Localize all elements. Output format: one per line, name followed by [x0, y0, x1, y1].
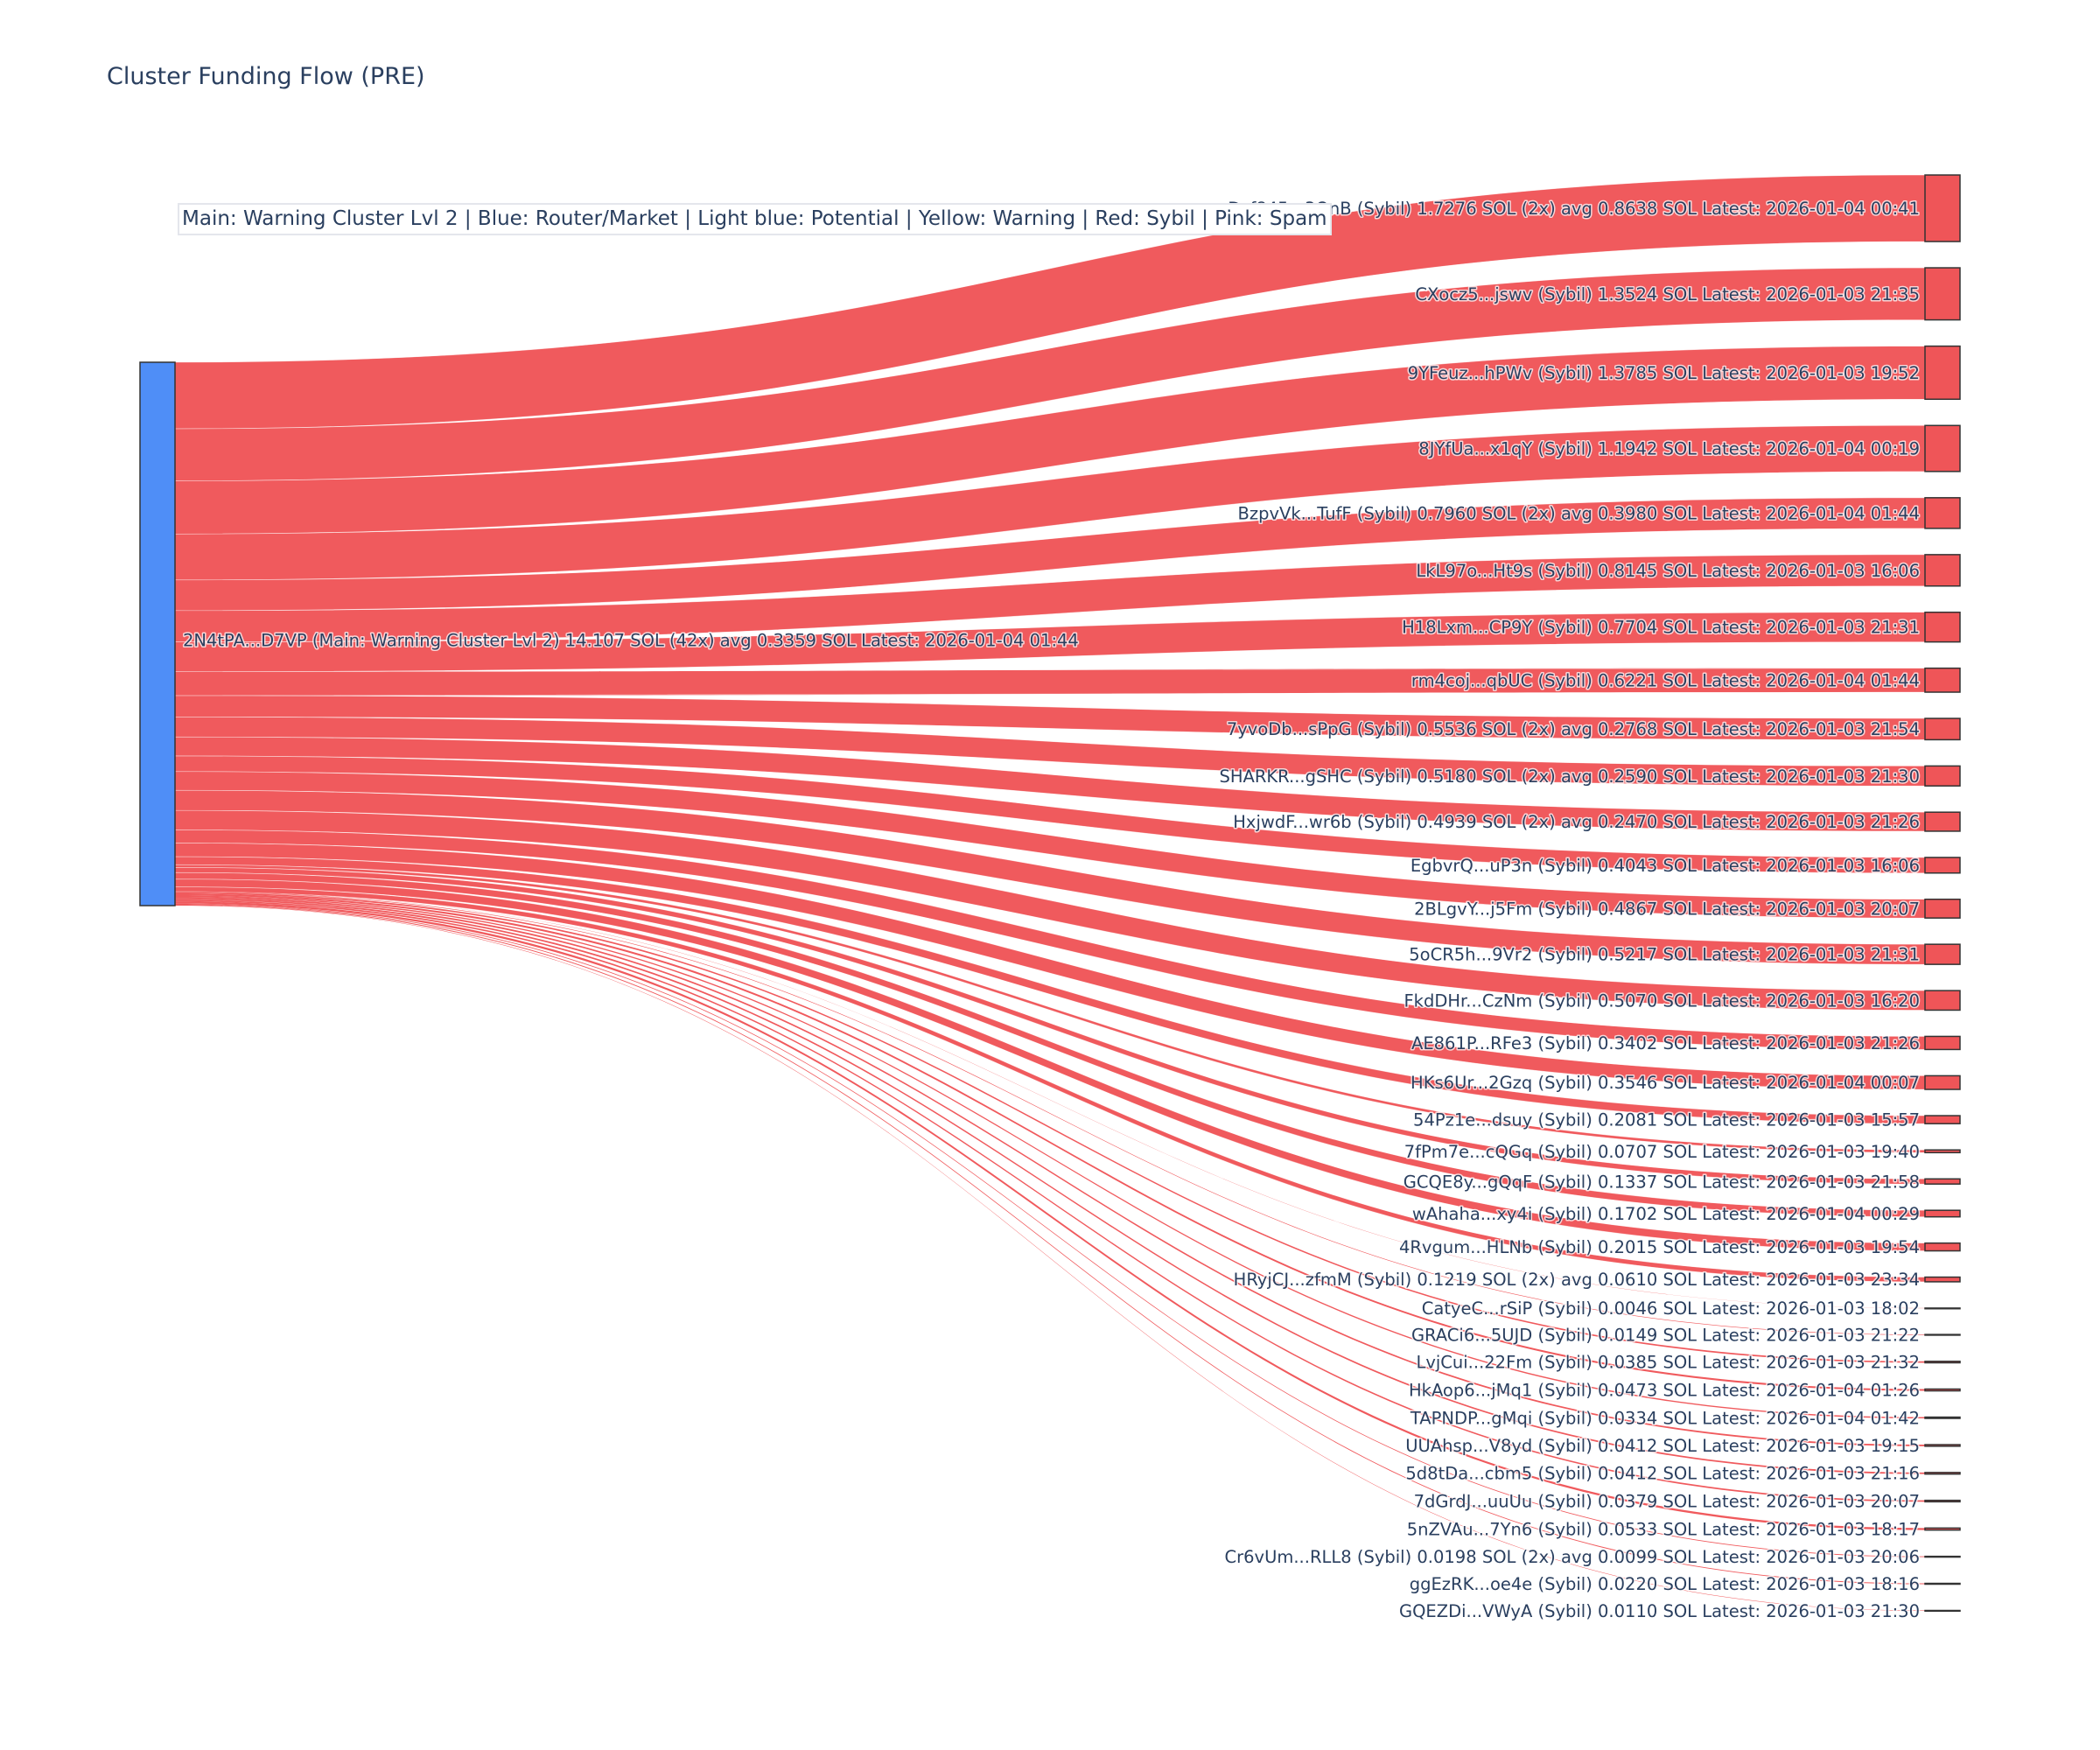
flow-link[interactable]: [175, 895, 1925, 1419]
target-node[interactable]: [1924, 1178, 1961, 1185]
target-node-label: CatyeC...rSiP (Sybil) 0.0046 SOL Latest:…: [1422, 1298, 1920, 1319]
target-node[interactable]: [1924, 1149, 1961, 1154]
target-node[interactable]: [1924, 990, 1961, 1012]
target-node[interactable]: [1924, 1582, 1961, 1586]
target-node[interactable]: [1924, 1444, 1961, 1447]
flow-link[interactable]: [175, 892, 1925, 1363]
target-node[interactable]: [1924, 497, 1961, 529]
target-node-label: HkAop6...jMq1 (Sybil) 0.0473 SOL Latest:…: [1409, 1381, 1920, 1401]
target-node[interactable]: [1924, 267, 1961, 321]
target-node[interactable]: [1924, 667, 1961, 693]
target-node-label: SHARKR...gSHC (Sybil) 0.5180 SOL (2x) av…: [1219, 766, 1920, 787]
target-node-label: 7fPm7e...cQGq (Sybil) 0.0707 SOL Latest:…: [1404, 1142, 1920, 1162]
target-node-label: 5d8tDa...cbm5 (Sybil) 0.0412 SOL Latest:…: [1405, 1464, 1920, 1484]
legend-annotation: Main: Warning Cluster Lvl 2 | Blue: Rout…: [178, 203, 1332, 235]
target-node[interactable]: [1924, 1555, 1961, 1558]
target-node[interactable]: [1924, 1609, 1961, 1613]
target-node-label: EgbvrQ...uP3n (Sybil) 0.4043 SOL Latest:…: [1410, 856, 1920, 876]
target-node[interactable]: [1924, 718, 1961, 741]
flow-link[interactable]: [175, 891, 1925, 1309]
target-node[interactable]: [1924, 1074, 1961, 1090]
target-node-label: 2BLgvY...j5Fm (Sybil) 0.4867 SOL Latest:…: [1414, 899, 1920, 919]
target-node-label: rm4coj...qbUC (Sybil) 0.6221 SOL Latest:…: [1411, 670, 1920, 690]
target-node-label: 5oCR5h...9Vr2 (Sybil) 0.5217 SOL Latest:…: [1409, 945, 1920, 965]
target-node-label: BzpvVk...TufF (Sybil) 0.7960 SOL (2x) av…: [1237, 503, 1920, 523]
target-node-label: LvjCui...22Fm (Sybil) 0.0385 SOL Latest:…: [1416, 1353, 1920, 1373]
target-node[interactable]: [1924, 1388, 1961, 1392]
target-node-label: FkdDHr...CzNm (Sybil) 0.5070 SOL Latest:…: [1404, 990, 1920, 1011]
target-node-label: UUAhsp...V8yd (Sybil) 0.0412 SOL Latest:…: [1405, 1436, 1920, 1456]
target-node[interactable]: [1924, 943, 1961, 965]
target-node[interactable]: [1924, 1499, 1961, 1503]
target-node-label: 5nZVAu...7Yn6 (Sybil) 0.0533 SOL Latest:…: [1407, 1519, 1920, 1539]
target-node-label: TAPNDP...gMqi (Sybil) 0.0334 SOL Latest:…: [1410, 1408, 1920, 1428]
target-node-label: AE861P...RFe3 (Sybil) 0.3402 SOL Latest:…: [1411, 1033, 1920, 1054]
flow-link[interactable]: [175, 892, 1925, 1335]
target-node-label: 9YFeuz...hPWv (Sybil) 1.3785 SOL Latest:…: [1408, 363, 1920, 383]
target-node-label: H18Lxm...CP9Y (Sybil) 0.7704 SOL Latest:…: [1402, 618, 1920, 638]
target-node[interactable]: [1924, 1276, 1961, 1283]
target-node[interactable]: [1924, 554, 1961, 587]
target-node-label: GCQE8y...gQqF (Sybil) 0.1337 SOL Latest:…: [1404, 1172, 1920, 1192]
target-node[interactable]: [1924, 1307, 1961, 1310]
target-node-label: Dsf845...3QnB (Sybil) 1.7276 SOL (2x) av…: [1228, 199, 1920, 219]
target-node[interactable]: [1924, 1361, 1961, 1364]
flow-link[interactable]: [175, 905, 1925, 1611]
links-layer: [174, 174, 1926, 1611]
target-node-label: 7dGrdJ...uuUu (Sybil) 0.0379 SOL Latest:…: [1414, 1491, 1920, 1511]
flow-link[interactable]: [175, 898, 1925, 1474]
target-node-label: 54Pz1e...dsuy (Sybil) 0.2081 SOL Latest:…: [1413, 1110, 1920, 1130]
target-node-label: 4Rvgum...HLNb (Sybil) 0.2015 SOL Latest:…: [1399, 1237, 1920, 1257]
target-node[interactable]: [1924, 1472, 1961, 1475]
target-node[interactable]: [1924, 898, 1961, 919]
target-node[interactable]: [1924, 1209, 1961, 1218]
target-node-label: wAhaha...xy4i (Sybil) 0.1702 SOL Latest:…: [1412, 1204, 1920, 1224]
target-node-label: LkL97o...Ht9s (Sybil) 0.8145 SOL Latest:…: [1416, 561, 1920, 581]
flow-link[interactable]: [175, 904, 1925, 1585]
target-node-label: HxjwdF...wr6b (Sybil) 0.4939 SOL (2x) av…: [1233, 812, 1920, 832]
target-node[interactable]: [1924, 1035, 1961, 1051]
target-node[interactable]: [1924, 1242, 1961, 1252]
target-node-label: ggEzRK...oe4e (Sybil) 0.0220 SOL Latest:…: [1410, 1574, 1920, 1594]
target-node-label: CXocz5...jswv (Sybil) 1.3524 SOL Latest:…: [1415, 284, 1920, 304]
labels-layer: Dsf845...3QnB (Sybil) 1.7276 SOL (2x) av…: [182, 198, 1922, 1623]
target-node[interactable]: [1924, 1334, 1961, 1336]
target-node-label: HRyjCJ...zfmM (Sybil) 0.1219 SOL (2x) av…: [1234, 1270, 1920, 1290]
flow-link[interactable]: [175, 903, 1925, 1558]
target-node[interactable]: [1924, 611, 1961, 643]
flow-link[interactable]: [175, 900, 1925, 1502]
target-node[interactable]: [1924, 765, 1961, 787]
flow-link[interactable]: [175, 893, 1925, 1391]
flow-link[interactable]: [175, 897, 1925, 1446]
target-node[interactable]: [1924, 1527, 1961, 1531]
target-node[interactable]: [1924, 1115, 1961, 1124]
flow-link[interactable]: [175, 901, 1925, 1530]
target-node[interactable]: [1924, 174, 1961, 242]
target-node-label: GRACi6...5UJD (Sybil) 0.0149 SOL Latest:…: [1411, 1325, 1920, 1345]
target-node-label: Cr6vUm...RLL8 (Sybil) 0.0198 SOL (2x) av…: [1225, 1547, 1920, 1567]
source-node[interactable]: [139, 361, 176, 906]
nodes-layer: [139, 174, 1961, 1613]
target-node-label: HKs6Ur...2Gzq (Sybil) 0.3546 SOL Latest:…: [1410, 1073, 1920, 1093]
source-node-label: 2N4tPA...D7VP (Main: Warning Cluster Lvl…: [183, 631, 1079, 651]
chart-title: Cluster Funding Flow (PRE): [107, 63, 425, 90]
target-node[interactable]: [1924, 857, 1961, 874]
target-node-label: GQEZDi...VWyA (Sybil) 0.0110 SOL Latest:…: [1399, 1601, 1920, 1621]
target-node[interactable]: [1924, 811, 1961, 832]
target-node[interactable]: [1924, 424, 1961, 472]
target-node-label: 7yvoDb...sPpG (Sybil) 0.5536 SOL (2x) av…: [1227, 719, 1920, 739]
target-node-label: 8JYfUa...x1qY (Sybil) 1.1942 SOL Latest:…: [1418, 439, 1920, 459]
target-node[interactable]: [1924, 345, 1961, 401]
